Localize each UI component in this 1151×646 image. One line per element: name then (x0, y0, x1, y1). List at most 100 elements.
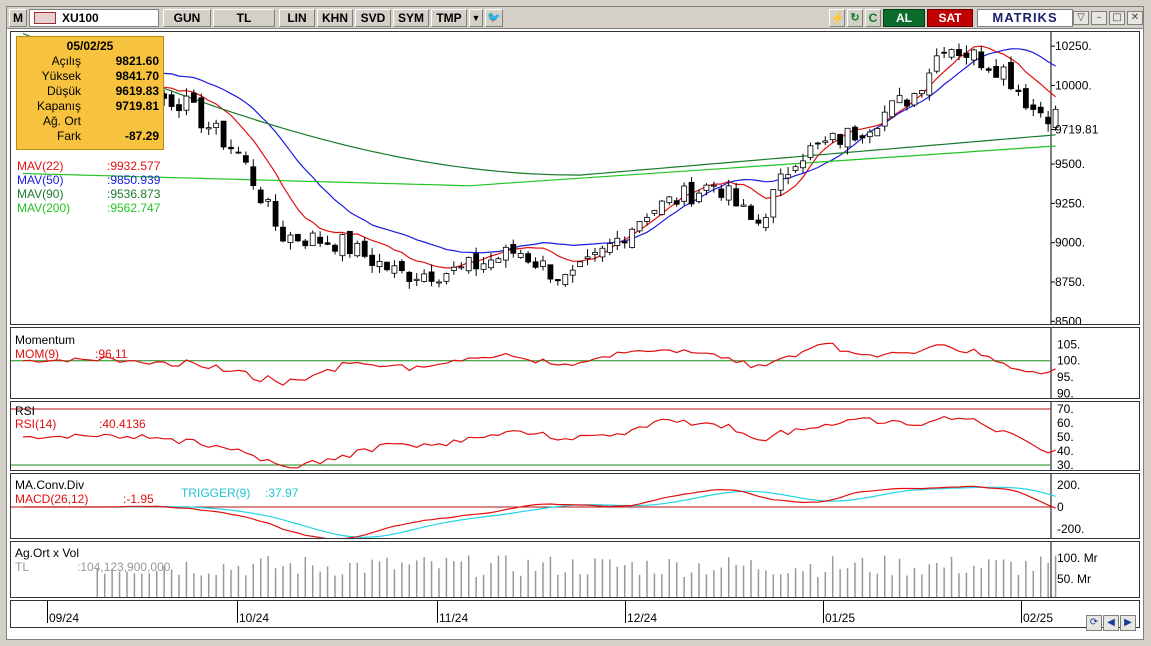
candle-body (837, 134, 844, 145)
candle-body (354, 242, 361, 257)
info-value: 9841.70 (115, 69, 159, 83)
ma-value: :9536.873 (107, 187, 161, 201)
tick-label: 90. (1057, 386, 1074, 399)
buy-button[interactable]: AL (883, 9, 925, 27)
candle-body (398, 261, 405, 272)
sync-icon[interactable]: ⟳ (1086, 615, 1102, 631)
c-button[interactable]: C (865, 9, 881, 27)
candle-body (176, 104, 182, 112)
info-key: Açılış (51, 54, 81, 68)
tmp-button[interactable]: TMP (431, 9, 467, 27)
candle-body (369, 254, 376, 266)
rsi-label: RSI(14) (15, 417, 57, 431)
candle-body (859, 135, 866, 139)
info-value: 9821.60 (115, 54, 159, 68)
candle-body (1022, 88, 1029, 109)
ma-name: MAV(50) (17, 173, 64, 187)
volume-value: :104,123,900,000 (77, 560, 171, 574)
momentum-title: Momentum (15, 333, 76, 347)
lightning-icon[interactable]: ⚡ (829, 9, 845, 27)
candle-body (911, 93, 918, 106)
candle-body (948, 49, 955, 58)
candle-body (540, 260, 546, 267)
candle-body (599, 247, 606, 258)
candle-body (814, 142, 821, 145)
candle-body (733, 188, 740, 207)
candle-body (978, 51, 985, 69)
twitter-icon[interactable]: 🐦 (485, 9, 503, 27)
candle-body (681, 185, 688, 202)
tick-label: 30. (1057, 458, 1074, 471)
sell-button[interactable]: SAT (927, 9, 973, 27)
candle-body (450, 266, 457, 271)
candle-body (718, 188, 725, 198)
toolbar: M XU100 GUN TL LIN KHN SVD SYM TMP ▼ 🐦 ⚡… (7, 7, 1143, 29)
maximize-icon[interactable]: □ (1109, 11, 1125, 25)
ma-legend-row: MAV(50):9850.939 (17, 173, 160, 187)
candle-body (532, 261, 539, 268)
info-date: 05/02/25 (66, 39, 114, 53)
info-key: Yüksek (41, 69, 81, 83)
candle-body (554, 279, 561, 282)
price-tick-label: 9000. (1055, 236, 1085, 250)
price-tick-label: 10000. (1055, 78, 1092, 92)
lin-button[interactable]: LIN (279, 9, 315, 27)
menu-button[interactable]: M (9, 9, 27, 27)
currency-button[interactable]: TL (213, 9, 275, 27)
x-tick (47, 601, 48, 623)
close-icon[interactable]: ✕ (1127, 11, 1143, 25)
scroll-left-icon[interactable]: ◀ (1103, 615, 1119, 631)
volume-tick-label: 50. Mr (1057, 572, 1091, 586)
x-tick-label: 09/24 (49, 611, 80, 625)
macd-panel[interactable]: 200. 0 -200. MA.Conv.Div MACD(26,12) :-1.9… (10, 473, 1140, 539)
rsi-title: RSI (15, 404, 36, 418)
ma-name: MAV(200) (17, 201, 71, 215)
trigger-value: :37.97 (265, 486, 299, 500)
candle-body (510, 243, 517, 254)
trigger-line (23, 486, 1056, 538)
candle-body (644, 217, 650, 222)
time-axis: 09/24 10/24 11/24 12/24 01/25 02/25 (10, 600, 1140, 628)
refresh-icon[interactable]: ↻ (847, 9, 863, 27)
candle-body (562, 274, 569, 285)
candle-body (688, 181, 695, 205)
candle-body (956, 49, 962, 57)
rsi-panel[interactable]: 70. 60. 50. 40. 30. RSI RSI(14) :40.4136 (10, 401, 1140, 471)
menu-down-icon[interactable]: ▽ (1073, 11, 1089, 25)
minimize-icon[interactable]: – (1091, 11, 1107, 25)
info-row: Ağ. Ort (17, 114, 163, 129)
candle-body (592, 252, 598, 255)
khn-button[interactable]: KHN (317, 9, 353, 27)
sym-button[interactable]: SYM (393, 9, 429, 27)
candle-body (250, 166, 257, 186)
x-tick (437, 601, 438, 623)
info-key: Ağ. Ort (42, 114, 81, 128)
candle-body (606, 243, 613, 253)
candle-body (332, 244, 338, 252)
info-row: Yüksek 9841.70 (17, 69, 163, 84)
x-tick (1021, 601, 1022, 623)
scroll-right-icon[interactable]: ▶ (1120, 615, 1136, 631)
tick-label: 60. (1057, 416, 1074, 430)
candle-body (517, 253, 524, 258)
period-button[interactable]: GUN (163, 9, 211, 27)
x-tick-label: 12/24 (627, 611, 658, 625)
svd-button[interactable]: SVD (355, 9, 391, 27)
candle-body (361, 240, 368, 257)
macd-chart: 200. 0 -200. (11, 474, 1084, 538)
dropdown-icon[interactable]: ▼ (469, 9, 483, 27)
momentum-panel[interactable]: 105. 100. 95. 90. Momentum MOM(9) :96.11 (10, 327, 1140, 399)
price-panel[interactable]: 10250. 10000. 9719.81 9500. 9250. 9000. 8750. 8… (10, 31, 1140, 325)
candle-body (443, 273, 450, 282)
candle-body (970, 49, 977, 61)
tick-label: 70. (1057, 402, 1074, 416)
candle-body (242, 155, 249, 163)
tick-label: 100. (1057, 354, 1080, 368)
candle-body (577, 261, 584, 268)
candle-body (280, 226, 286, 242)
price-tick-label: 10250. (1055, 39, 1092, 53)
symbol-field[interactable]: XU100 (29, 9, 159, 27)
volume-panel[interactable]: 100. Mr 50. Mr Ag.Ort x Vol TL :104,123,9… (10, 541, 1140, 598)
candle-body (287, 234, 294, 243)
logo-icon (34, 12, 56, 24)
